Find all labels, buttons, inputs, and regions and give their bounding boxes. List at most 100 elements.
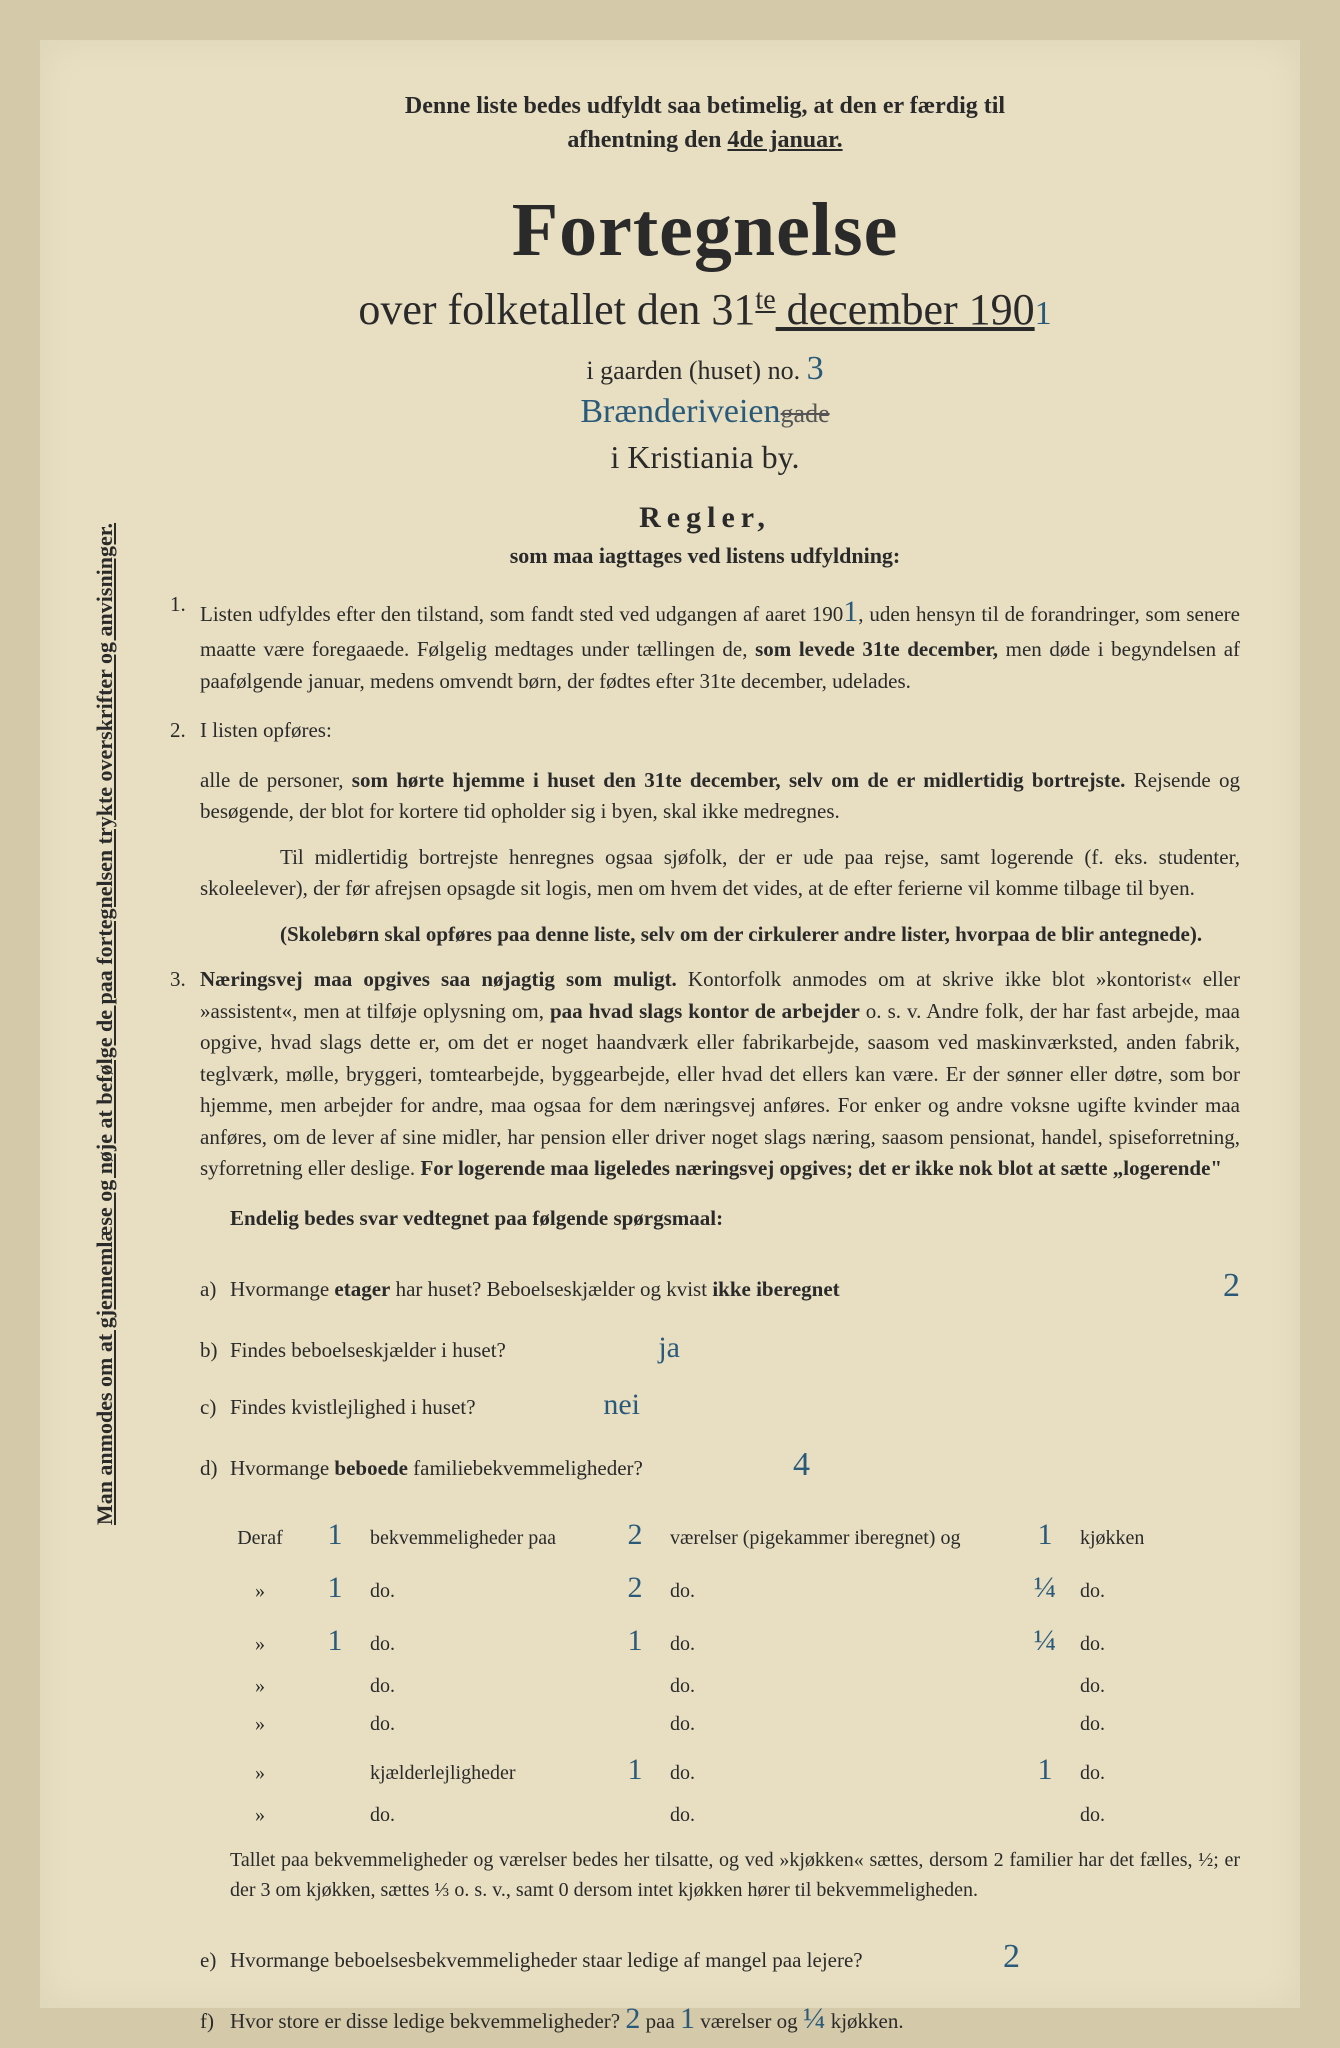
subtitle-a: over folketallet den 31: [358, 285, 755, 334]
rule-2: 2. I listen opføres:: [170, 715, 1240, 747]
rule1-year: 1: [843, 595, 858, 628]
street-printed-strike: gade: [781, 399, 830, 428]
intro-block: Denne liste bedes udfyldt saa betimelig,…: [170, 90, 1240, 157]
intro-deadline: 4de januar.: [727, 127, 842, 153]
table-header-row: Deraf 1 bekvemmeligheder paa 2 værelser …: [220, 1512, 1240, 1557]
table-row: » do. do. do.: [220, 1800, 1240, 1830]
q-label: c): [200, 1388, 230, 1428]
r5c2: 1: [600, 1747, 670, 1792]
questions-block: a) Hvormange etager har huset? Beboelses…: [200, 1254, 1240, 1497]
dh-label2: bekvemmeligheder paa: [370, 1523, 600, 1553]
q-label: b): [200, 1331, 230, 1371]
qf-t4: kjøkken.: [825, 2009, 903, 2033]
street-handwritten: Brænderiveien: [580, 393, 780, 430]
house-number-line: i gaarden (huset) no. 3: [170, 350, 1240, 388]
question-c: c) Findes kvistlejlighed i huset? nei: [200, 1376, 1240, 1433]
qf-t3: værelser og: [695, 2009, 803, 2033]
question-d: d) Hvormange beboede familiebekvemmeligh…: [200, 1433, 1240, 1498]
intro-line1: Denne liste bedes udfyldt saa betimelig,…: [405, 93, 1005, 119]
qe-answer: 2: [1003, 1925, 1020, 1990]
qf-t1: Hvor store er disse ledige bekvemmelighe…: [230, 2009, 625, 2033]
qa-t2: etager: [334, 1277, 390, 1301]
q-text: Findes beboelseskjælder i huset?: [230, 1331, 1218, 1371]
r5c3: 1: [1010, 1747, 1080, 1792]
qf-a2: 1: [680, 2002, 695, 2035]
dh-label4: kjøkken: [1080, 1523, 1180, 1553]
rule2-p3-text: (Skolebørn skal opføres paa denne liste,…: [280, 922, 1202, 946]
subtitle: over folketallet den 31te december 1901: [170, 284, 1240, 335]
rule-3: 3. Næringsvej maa opgives saa nøjagtig s…: [170, 964, 1240, 1185]
rule2-b: som hørte hjemme i huset den 31te decemb…: [352, 768, 1126, 792]
r2c2: 1: [600, 1618, 670, 1663]
do: do.: [1080, 1576, 1180, 1606]
rule-number: 1.: [170, 589, 200, 697]
do: do.: [1080, 1709, 1180, 1739]
intro-line2a: afhentning den: [567, 127, 727, 153]
rule-body: Listen udfyldes efter den tilstand, som …: [200, 589, 1240, 697]
r1c1: 1: [300, 1565, 370, 1610]
do: do.: [670, 1800, 1010, 1830]
do: do.: [370, 1709, 600, 1739]
q-label: e): [200, 1941, 230, 1981]
dh-val2: 2: [600, 1512, 670, 1557]
question-b: b) Findes beboelseskjælder i huset? ja: [200, 1319, 1240, 1376]
rule1-a: Listen udfyldes efter den tilstand, som …: [200, 602, 843, 626]
table-row-cellar: » kjælderlejligheder 1 do. 1 do.: [220, 1747, 1240, 1792]
qa-answer: 2: [1223, 1254, 1240, 1319]
cellar-label: kjælderlejligheder: [370, 1758, 600, 1788]
year-handwritten: 1: [1035, 295, 1052, 332]
do: do.: [370, 1671, 600, 1701]
qf-t2: paa: [640, 2009, 680, 2033]
qf-a3: ¼: [803, 2002, 826, 2035]
q-text: Hvormange beboelsesbekvemmeligheder staa…: [230, 1941, 1223, 1981]
table-row: » do. do. do.: [220, 1671, 1240, 1701]
q-label: d): [200, 1449, 230, 1489]
do: do.: [1080, 1758, 1180, 1788]
qd-t2: beboede: [334, 1456, 408, 1480]
question-a: a) Hvormange etager har huset? Beboelses…: [200, 1254, 1240, 1319]
rules-block: 1. Listen udfyldes efter den tilstand, s…: [170, 589, 1240, 2047]
questions-block-2: e) Hvormange beboelsesbekvemmeligheder s…: [200, 1925, 1240, 2047]
qb-answer: ja: [658, 1319, 680, 1376]
rule-number: 2.: [170, 715, 200, 747]
table-row: » do. do. do.: [220, 1709, 1240, 1739]
question-e: e) Hvormange beboelsesbekvemmeligheder s…: [200, 1925, 1240, 1990]
do: do.: [670, 1671, 1010, 1701]
rule-body: I listen opføres:: [200, 715, 1240, 747]
main-title: Fortegnelse: [170, 187, 1240, 274]
rule2-p2: Til midlertidig bortrejste henregnes ogs…: [200, 842, 1240, 905]
census-form-page: Man anmodes om at gjennemlæse og nøje at…: [40, 40, 1300, 2008]
question-f: f) Hvor store er disse ledige bekvemmeli…: [200, 1990, 1240, 2047]
do: do.: [1080, 1671, 1180, 1701]
do: do.: [370, 1576, 600, 1606]
qc-answer: nei: [603, 1376, 640, 1433]
table-row: » 1 do. 2 do. ¼ do.: [220, 1565, 1240, 1610]
q-text: Findes kvistlejlighed i huset?: [230, 1388, 1203, 1428]
r2c3: ¼: [1010, 1618, 1080, 1663]
do: do.: [1080, 1800, 1180, 1830]
dh-val1: 1: [300, 1512, 370, 1557]
rule-body: Næringsvej maa opgives saa nøjagtig som …: [200, 964, 1240, 1185]
q-text: Hvormange etager har huset? Beboelseskjæ…: [230, 1270, 1223, 1310]
subtitle-sup: te: [755, 285, 775, 316]
qf-a1: 2: [625, 2002, 640, 2035]
do: do.: [670, 1758, 1010, 1788]
do: do.: [670, 1709, 1010, 1739]
q-label: f): [200, 2002, 230, 2042]
do: do.: [670, 1629, 1010, 1659]
gaarden-label: i gaarden (huset) no.: [586, 356, 806, 385]
qa-t3: har huset? Beboelseskjælder og kvist: [390, 1277, 712, 1301]
house-number: 3: [807, 350, 824, 387]
rule2-p1: alle de personer, som hørte hjemme i hus…: [200, 765, 1240, 828]
r1c3: ¼: [1010, 1565, 1080, 1610]
deraf-label: Deraf: [220, 1523, 300, 1553]
do: do.: [670, 1576, 1010, 1606]
r1c2: 2: [600, 1565, 670, 1610]
q-label: a): [200, 1270, 230, 1310]
rule3-d: o. s. v. Andre folk, der har fast arbejd…: [200, 999, 1240, 1181]
do: do.: [370, 1629, 600, 1659]
rule2-a: alle de personer,: [200, 768, 352, 792]
qa-t4: ikke iberegnet: [712, 1277, 839, 1301]
rule2-p3: (Skolebørn skal opføres paa denne liste,…: [200, 919, 1240, 951]
qd-t1: Hvormange: [230, 1456, 334, 1480]
